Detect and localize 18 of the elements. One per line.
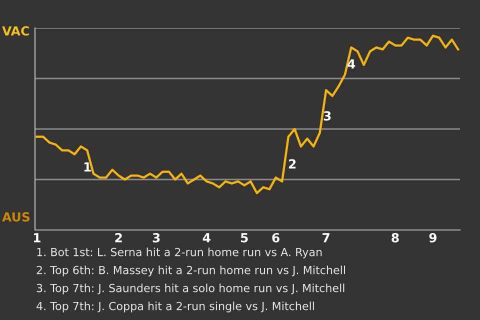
annotation: 2 bbox=[288, 159, 296, 168]
annotation: 1 bbox=[84, 162, 91, 172]
x-tick-label: 7 bbox=[322, 233, 330, 242]
text: 2. Top 6th: B. Massey hit a 2-run home run vs J. Mitchell bbox=[36, 266, 345, 276]
x-tick-label: 9 bbox=[429, 233, 437, 242]
x-tick-label: 8 bbox=[392, 233, 399, 242]
text: VAC bbox=[2, 26, 29, 36]
x-tick-label: 4 bbox=[202, 233, 210, 242]
text: AUS bbox=[2, 212, 30, 222]
text: 1. Bot 1st: L. Serna hit a 2-run home run vs A. Ryan bbox=[37, 248, 322, 258]
x-tick-label: 3 bbox=[152, 233, 160, 242]
x-tick-label: 5 bbox=[240, 233, 248, 242]
x-tick-label: 2 bbox=[115, 233, 122, 242]
x-tick-label: 1 bbox=[34, 233, 40, 242]
annotation: 3 bbox=[324, 111, 331, 121]
text: 4. Top 7th: J. Coppa hit a 2-run single vs J. Mitchell bbox=[36, 302, 314, 312]
text: 3. Top 7th: J. Saunders hit a solo home run vs J. Mitchell bbox=[36, 284, 344, 294]
x-tick-label: 6 bbox=[272, 233, 280, 242]
